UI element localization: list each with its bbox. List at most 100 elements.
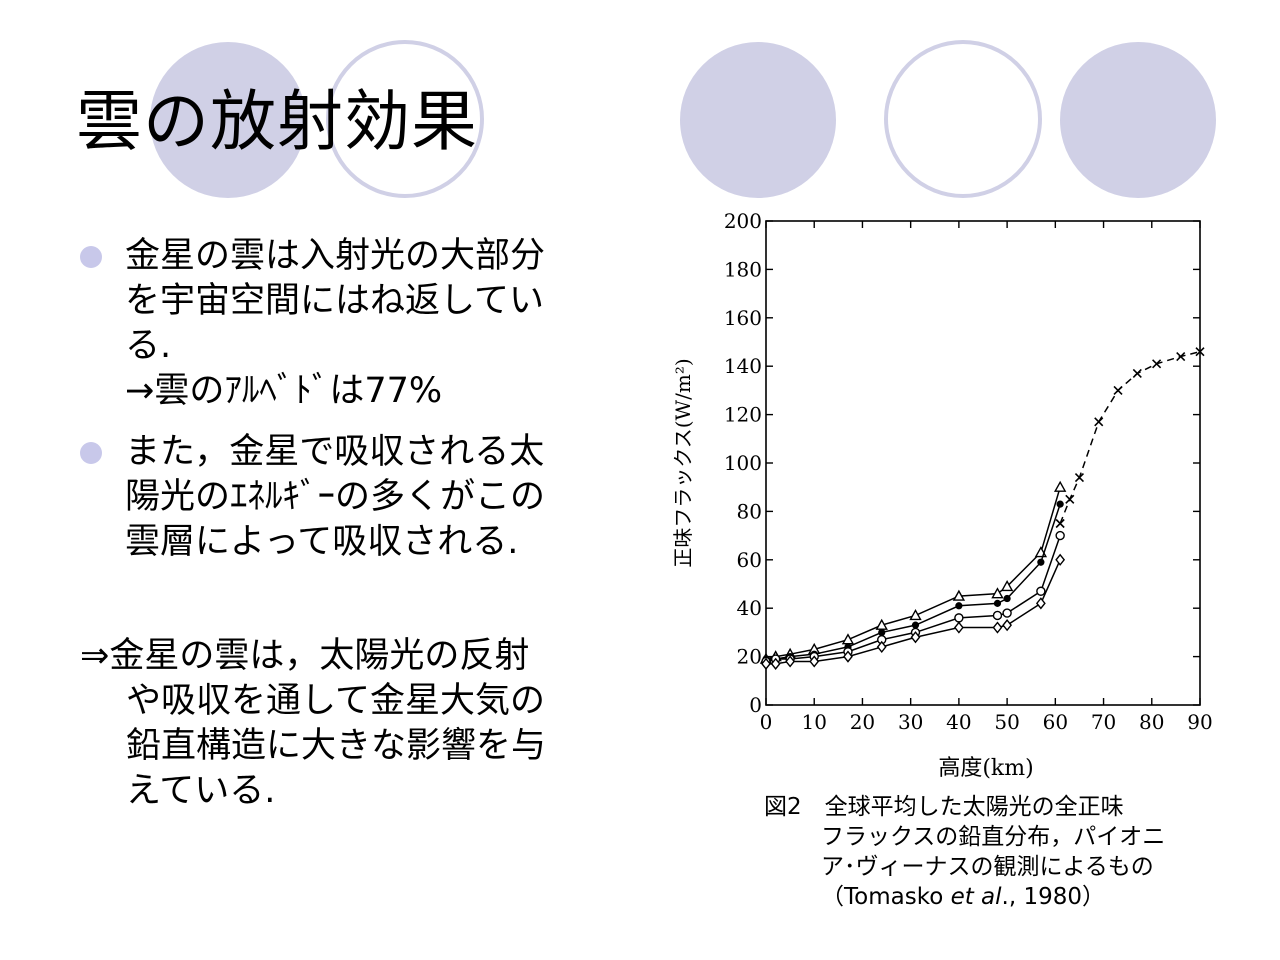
data-point-x [1132, 368, 1142, 379]
y-tick-label: 160 [724, 306, 762, 330]
data-point-circle [1002, 608, 1012, 618]
data-point-diamond [876, 640, 887, 654]
data-point-diamond [785, 655, 796, 668]
conclusion-text: ⇒金星の雲は，太陽光の反射 や吸収を通して金星大気の 鉛直構造に大きな影響を与 … [80, 634, 546, 814]
bullet-1-line-2: を宇宙空間にはね返してい [125, 281, 544, 321]
data-point-x [1065, 494, 1075, 504]
bullet-1-line-3: る. [125, 326, 172, 366]
data-point-x [1074, 472, 1085, 483]
y-tick-label: 20 [737, 645, 762, 669]
data-point-circle [954, 613, 964, 623]
slide-title: 雲の放射効果 [76, 83, 478, 160]
plot-frame [765, 220, 1201, 706]
bullet-1-dot-icon [80, 246, 102, 268]
data-point-triangle [952, 589, 966, 601]
data-point-x [1094, 417, 1104, 427]
data-point-circle [1036, 586, 1046, 596]
decor-circle-1 [150, 42, 306, 198]
data-point-dot [1037, 558, 1045, 566]
decor-circle-3 [1060, 42, 1216, 198]
data-point-triangle [841, 633, 855, 645]
x-tick-label: 20 [850, 710, 875, 734]
decor-ring-1 [326, 40, 484, 198]
x-tick-label: 50 [994, 710, 1019, 734]
data-point-x [1113, 385, 1123, 395]
caption-cite-italic: et al [950, 884, 1002, 910]
x-tick-label: 30 [898, 710, 923, 734]
x-tick-label: 80 [1139, 710, 1164, 734]
x-tick-label: 60 [1043, 710, 1068, 734]
y-tick-label: 60 [737, 548, 762, 572]
caption-line-1: 図2 全球平均した太陽光の全正味 [764, 794, 1124, 820]
x-tick-label: 90 [1187, 710, 1212, 734]
y-tick-label: 40 [737, 596, 762, 620]
data-point-diamond [1035, 597, 1046, 610]
data-point-diamond [992, 621, 1003, 634]
data-point-dot [1056, 500, 1064, 508]
bullet-2-line-3: 雲層によって吸収される. [125, 522, 519, 562]
bullet-2-line-2: 陽光のｴﾈﾙｷﾞｰの多くがこの [125, 477, 546, 517]
conclusion-line-3: 鉛直構造に大きな影響を与 [126, 726, 547, 766]
y-tick-label: 200 [724, 209, 762, 233]
decor-ring-2 [884, 40, 1042, 198]
data-point-triangle [909, 609, 922, 621]
data-point-circle [1055, 530, 1065, 541]
data-point-diamond [1002, 619, 1013, 632]
data-point-dot [911, 621, 920, 629]
data-point-x [1055, 518, 1065, 529]
y-tick-label: 180 [724, 257, 762, 281]
caption-line-4: （Tomasko et al., 1980） [764, 882, 1165, 912]
data-point-x [1152, 359, 1162, 369]
series-diamond [761, 553, 1066, 670]
caption-line-3: ア･ヴィーナスの観測によるもの [821, 854, 1154, 880]
series-layer [759, 347, 1205, 670]
data-point-dot [955, 602, 963, 610]
plot-border [765, 220, 1201, 706]
bullet-1-line-1: 金星の雲は入射光の大部分 [125, 236, 546, 276]
series-x [1055, 347, 1205, 529]
conclusion-line-1: ⇒金星の雲は，太陽光の反射 [80, 636, 530, 676]
data-point-diamond [1055, 553, 1066, 566]
x-tick-label: 10 [801, 710, 826, 734]
data-point-x [1176, 351, 1186, 362]
conclusion-line-2: や吸収を通して金星大気の [126, 681, 545, 721]
y-tick-label: 100 [724, 451, 762, 475]
series-line-x [1059, 350, 1201, 524]
series-circle [761, 530, 1065, 667]
data-point-triangle [991, 587, 1004, 599]
decor-circle-2 [680, 42, 836, 198]
x-axis-label: 高度(km) [938, 756, 1033, 781]
data-point-diamond [770, 657, 781, 670]
figure-caption: 図2 全球平均した太陽光の全正味 フラックスの鉛直分布，パイオニ ア･ヴィーナス… [764, 792, 1165, 912]
bullet-2-text: また，金星で吸収される太 陽光のｴﾈﾙｷﾞｰの多くがこの 雲層によって吸収される… [125, 430, 545, 565]
caption-line-2: フラックスの鉛直分布，パイオニ [821, 824, 1166, 850]
y-tick-label: 80 [737, 499, 762, 523]
x-tick-label: 40 [946, 710, 971, 734]
bullet-2-dot-icon [80, 442, 102, 464]
data-point-dot [1003, 594, 1011, 603]
caption-cite-close: ., 1980） [1001, 884, 1106, 910]
y-tick-label: 120 [724, 403, 762, 427]
data-point-x [1195, 347, 1205, 357]
bullet-1-line-4: →雲のｱﾙﾍﾞﾄﾞは77% [125, 371, 443, 411]
bullet-1-text: 金星の雲は入射光の大部分 を宇宙空間にはね返してい る. →雲のｱﾙﾍﾞﾄﾞは7… [125, 234, 545, 414]
y-tick-label: 140 [724, 354, 762, 378]
x-tick-label: 0 [760, 710, 773, 734]
caption-cite-open: （Tomasko [821, 884, 951, 910]
series-line-circle [765, 535, 1061, 663]
data-point-triangle [1053, 480, 1067, 492]
series-line-diamond [766, 559, 1061, 665]
data-point-diamond [910, 631, 921, 644]
x-tick-label: 70 [1091, 710, 1116, 734]
y-tick-label: 0 [749, 693, 762, 717]
data-point-dot [878, 628, 886, 636]
conclusion-line-4: えている. [126, 771, 276, 811]
y-axis-label: 正味フラックス(W/m²) [671, 358, 695, 567]
data-point-diamond [843, 650, 853, 663]
data-point-dot [993, 599, 1002, 607]
data-point-diamond [809, 655, 820, 668]
axis-ticks: 0 10 20 30 40 50 60 70 80 90 0 20 40 60 80 100 120 140 160… [724, 209, 1213, 734]
data-point-triangle [1000, 579, 1014, 592]
data-point-diamond [761, 657, 771, 670]
flux-chart: 0 10 20 30 40 50 60 70 80 90 0 20 40 60 80 100 120 140 160… [671, 209, 1213, 781]
